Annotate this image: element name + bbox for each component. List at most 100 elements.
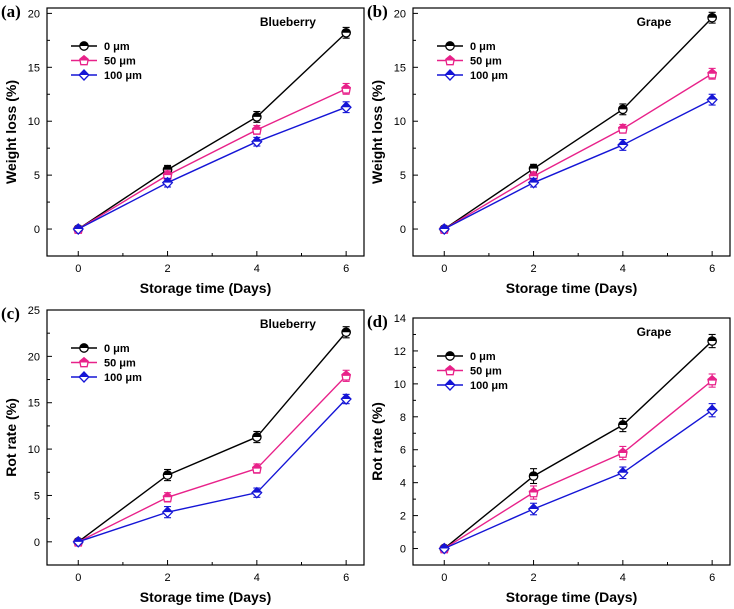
legend-marker	[79, 356, 89, 368]
data-point	[251, 112, 262, 122]
data-point	[706, 404, 718, 417]
data-point-fill	[439, 224, 450, 230]
legend-marker-fill	[445, 380, 455, 385]
legend-marker-fill	[79, 372, 89, 377]
data-point	[707, 336, 717, 346]
x-axis-title: Storage time (Days)	[140, 280, 271, 296]
x-tick-label: 0	[441, 572, 447, 584]
legend-marker	[78, 69, 90, 81]
legend-item: 50 μm	[71, 54, 136, 68]
y-tick-label: 20	[28, 351, 40, 363]
plot-frame	[412, 317, 731, 566]
series-50mum	[73, 82, 352, 234]
data-point-fill	[163, 165, 172, 170]
legend-item: 50 μm	[437, 364, 502, 378]
data-point-fill	[529, 164, 538, 169]
x-tick-label: 2	[164, 572, 170, 584]
y-tick-label: 20	[394, 8, 406, 20]
data-point-fill	[341, 394, 351, 400]
legend-marker	[444, 69, 456, 81]
legend-item: 50 μm	[437, 54, 502, 68]
data-point-fill	[73, 536, 84, 542]
data-point-fill	[707, 13, 717, 18]
data-point-fill	[529, 171, 538, 177]
chart-title: Grape	[637, 325, 672, 339]
series-line	[77, 106, 347, 230]
data-point-fill	[618, 123, 628, 129]
y-tick-label: 10	[28, 116, 40, 128]
data-point	[707, 12, 717, 23]
legend-item: 0 μm	[71, 343, 130, 355]
legend-label: 0 μm	[104, 41, 130, 53]
legend: 0 μm 50 μm 100 μm	[71, 41, 142, 82]
legend-marker	[445, 351, 455, 361]
data-point-fill	[73, 224, 84, 230]
data-point-fill	[618, 467, 628, 473]
x-axis-title: Storage time (Days)	[506, 280, 637, 296]
chart-panel-b: 0 5 10 15 20 0 2 4 6 Storage time (Days) Weight lo…	[367, 2, 731, 296]
x-tick-label: 0	[75, 263, 81, 275]
series-100mum	[438, 93, 718, 235]
legend-marker-fill	[445, 351, 455, 356]
x-tick-label: 4	[620, 572, 626, 584]
chart-title: Blueberry	[260, 15, 316, 29]
legend-marker-fill	[445, 55, 455, 61]
legend-label: 50 μm	[104, 358, 136, 370]
y-tick-label: 5	[34, 170, 40, 182]
data-point	[617, 104, 628, 115]
legend: 0 μm 50 μm 100 μm	[437, 351, 508, 392]
data-point	[528, 471, 539, 481]
y-tick-label: 15	[28, 62, 40, 74]
data-point-fill	[707, 68, 717, 74]
panel-label: (c)	[1, 304, 20, 323]
data-point-fill	[163, 492, 172, 498]
data-point-fill	[252, 432, 262, 438]
legend-label: 0 μm	[104, 343, 130, 355]
data-point-fill	[529, 487, 538, 493]
legend-item: 100 μm	[437, 379, 508, 392]
chart-title: Blueberry	[260, 317, 316, 331]
data-point	[617, 447, 628, 458]
series-line	[77, 32, 347, 230]
y-tick-label: 0	[400, 544, 406, 556]
y-tick-label: 10	[28, 444, 40, 456]
y-tick-label: 4	[400, 478, 406, 490]
y-axis-title: Weight loss (%)	[369, 80, 385, 184]
x-tick-label: 4	[254, 572, 260, 584]
legend-item: 100 μm	[437, 69, 508, 82]
y-tick-label: 10	[394, 379, 406, 391]
data-point	[162, 491, 173, 503]
data-point	[161, 506, 174, 519]
legend-marker	[445, 54, 455, 66]
data-point	[251, 486, 263, 499]
series-line	[443, 73, 713, 230]
data-point	[707, 374, 718, 386]
data-point	[340, 101, 352, 114]
x-tick-label: 2	[530, 263, 536, 275]
y-tick-label: 2	[400, 511, 406, 523]
y-tick-label: 0	[34, 224, 40, 236]
y-tick-label: 6	[400, 445, 406, 457]
series-line	[443, 340, 713, 550]
chart-title: Grape	[637, 15, 672, 29]
x-axis-title: Storage time (Days)	[140, 589, 271, 605]
plot-frame	[46, 7, 365, 257]
data-point	[528, 163, 539, 174]
series-0mum	[73, 326, 351, 547]
x-tick-label: 4	[620, 263, 626, 275]
data-point	[617, 139, 629, 151]
legend-label: 100 μm	[470, 70, 508, 82]
x-axis-title: Storage time (Days)	[506, 589, 637, 605]
y-axis-title: Weight loss (%)	[3, 80, 19, 184]
data-point	[341, 370, 352, 381]
y-tick-label: 15	[28, 398, 40, 410]
series-0mum	[439, 11, 717, 234]
plot-frame	[46, 309, 365, 566]
y-tick-label: 25	[28, 305, 40, 317]
series-line	[77, 331, 347, 543]
chart-panel-c: 0 5 10 15 20 25 0 2 4 6 Storage time (Days) Rot rat…	[1, 304, 365, 605]
data-point	[438, 542, 450, 555]
series-line	[443, 409, 713, 550]
series-line	[77, 375, 347, 543]
